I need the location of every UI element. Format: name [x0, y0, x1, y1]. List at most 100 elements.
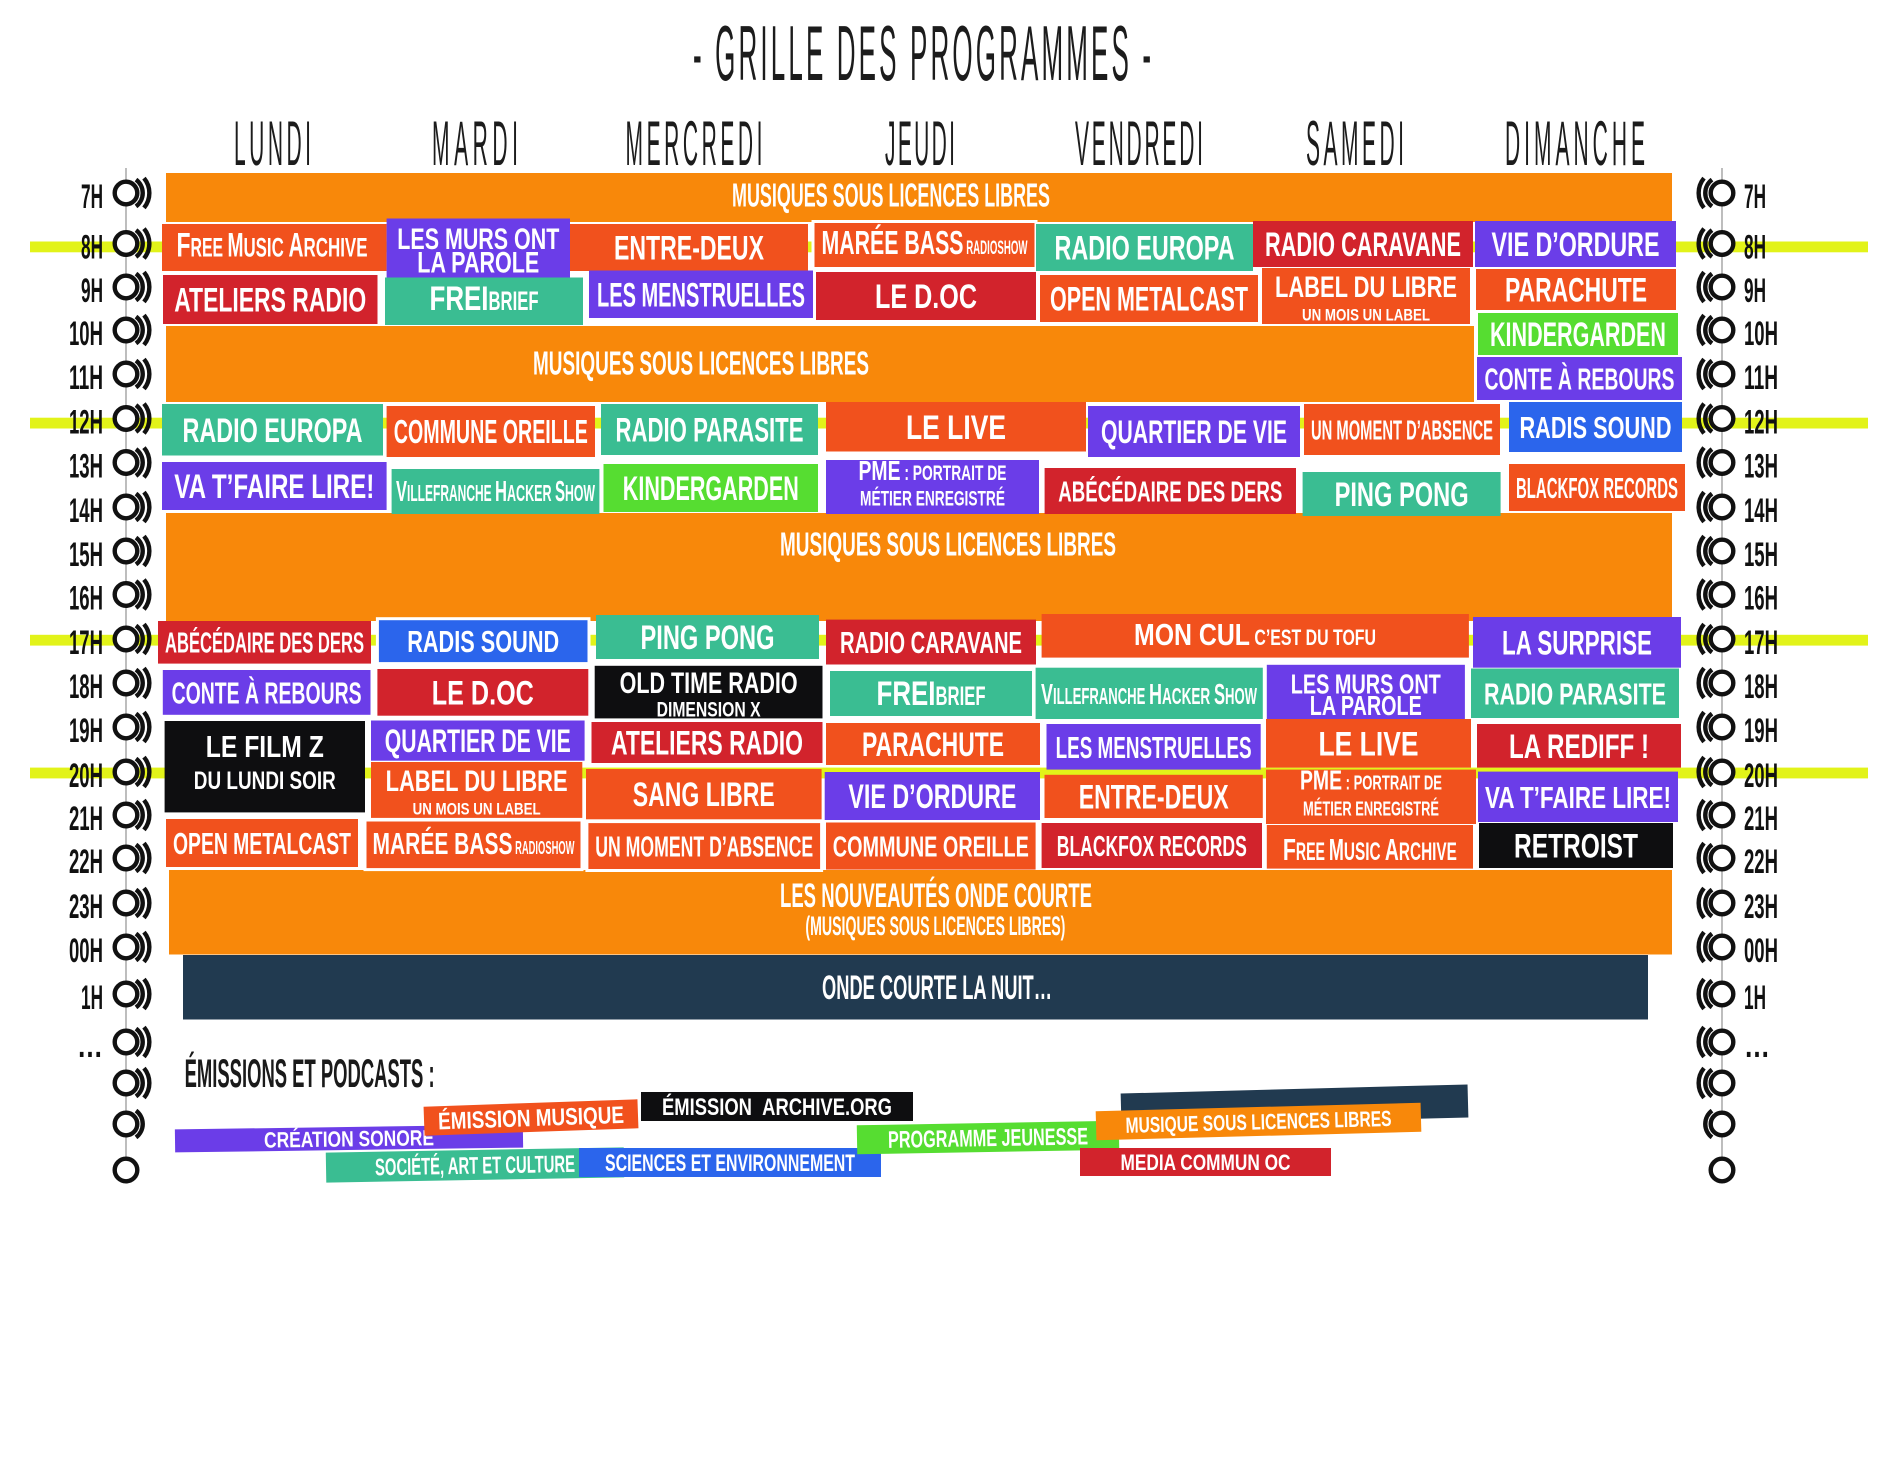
svg-text:FREE MUSIC ARCHIVE: FREE MUSIC ARCHIVE: [1283, 832, 1457, 867]
svg-text:MUSIQUES SOUS LICENCES LIBRES: MUSIQUES SOUS LICENCES LIBRES: [732, 177, 1050, 214]
svg-text:13H: 13H: [1744, 448, 1778, 486]
svg-text:17H: 17H: [1744, 624, 1778, 662]
svg-text:LES MURS ONT: LES MURS ONT: [397, 223, 559, 256]
svg-text:19H: 19H: [69, 712, 103, 750]
svg-text:ÉMISSION MUSIQUE: ÉMISSION MUSIQUE: [438, 1101, 625, 1135]
svg-text:7H: 7H: [81, 178, 103, 216]
svg-text:11H: 11H: [1744, 359, 1778, 397]
svg-text:16H: 16H: [1744, 580, 1778, 618]
svg-text:RADIS SOUND: RADIS SOUND: [407, 624, 559, 659]
svg-text:RADIO PARASITE: RADIO PARASITE: [1484, 676, 1666, 711]
svg-text:RADIO EUROPA: RADIO EUROPA: [183, 412, 363, 450]
svg-text:21H: 21H: [69, 800, 103, 838]
svg-text:18H: 18H: [1744, 668, 1778, 706]
svg-text:VIE D’ORDURE: VIE D’ORDURE: [848, 778, 1016, 816]
svg-text:UN MOIS UN LABEL: UN MOIS UN LABEL: [413, 799, 541, 818]
svg-text:MARÉE BASS RADIOSHOW: MARÉE BASS RADIOSHOW: [373, 826, 575, 861]
svg-text:20H: 20H: [1744, 757, 1778, 795]
svg-text:22H: 22H: [69, 843, 103, 881]
svg-text:RADIS SOUND: RADIS SOUND: [1520, 410, 1672, 445]
svg-text:RADIO PARASITE: RADIO PARASITE: [616, 412, 804, 450]
svg-text:17H: 17H: [69, 624, 103, 662]
svg-text:…: …: [1744, 1027, 1770, 1065]
svg-text:- GRILLE DES PROGRAMMES -: - GRILLE DES PROGRAMMES -: [693, 10, 1151, 97]
svg-text:PME : PORTRAIT DE: PME : PORTRAIT DE: [859, 455, 1007, 486]
svg-text:LA REDIFF !: LA REDIFF !: [1509, 728, 1649, 766]
svg-text:MUSIQUES SOUS LICENCES LIBRES: MUSIQUES SOUS LICENCES LIBRES: [780, 526, 1116, 563]
svg-text:BLACKFOX RECORDS: BLACKFOX RECORDS: [1516, 473, 1678, 505]
svg-text:UN MOIS UN LABEL: UN MOIS UN LABEL: [1302, 305, 1430, 324]
svg-text:8H: 8H: [81, 229, 103, 267]
svg-text:14H: 14H: [69, 492, 103, 530]
svg-text:MEDIA COMMUN OC: MEDIA COMMUN OC: [1121, 1150, 1291, 1175]
svg-text:VENDREDI: VENDREDI: [1075, 107, 1203, 178]
svg-text:9H: 9H: [1744, 272, 1766, 310]
svg-text:OPEN METALCAST: OPEN METALCAST: [173, 826, 351, 861]
svg-text:UN MOMENT D’ABSENCE: UN MOMENT D’ABSENCE: [595, 831, 813, 863]
svg-text:1H: 1H: [1744, 979, 1766, 1017]
svg-text:00H: 00H: [1744, 932, 1778, 970]
svg-text:ONDE COURTE LA NUIT…: ONDE COURTE LA NUIT…: [822, 969, 1052, 1007]
svg-text:COMMUNE OREILLE: COMMUNE OREILLE: [394, 413, 588, 450]
svg-text:20H: 20H: [69, 757, 103, 795]
svg-text:PING PONG: PING PONG: [641, 619, 775, 657]
svg-text:12H: 12H: [1744, 404, 1778, 442]
svg-text:VILLEFRANCHE HACKER SHOW: VILLEFRANCHE HACKER SHOW: [1041, 679, 1257, 711]
svg-text:SOCIÉTÉ, ART ET CULTURE: SOCIÉTÉ, ART ET CULTURE: [375, 1150, 575, 1181]
svg-text:11H: 11H: [69, 359, 103, 397]
svg-text:RADIO CARAVANE: RADIO CARAVANE: [1265, 226, 1461, 264]
svg-text:OLD TIME RADIO: OLD TIME RADIO: [620, 667, 798, 700]
svg-text:KINDERGARDEN: KINDERGARDEN: [1490, 316, 1666, 354]
svg-text:9H: 9H: [81, 272, 103, 310]
svg-text:DU LUNDI SOIR: DU LUNDI SOIR: [194, 767, 336, 795]
svg-text:18H: 18H: [69, 668, 103, 706]
svg-text:ENTRE-DEUX: ENTRE-DEUX: [1079, 779, 1229, 817]
svg-text:7H: 7H: [1744, 178, 1766, 216]
svg-text:VIE D’ORDURE: VIE D’ORDURE: [1492, 226, 1660, 264]
svg-text:ENTRE-DEUX: ENTRE-DEUX: [614, 230, 764, 268]
svg-text:ATELIERS RADIO: ATELIERS RADIO: [174, 282, 366, 320]
svg-text:RADIO EUROPA: RADIO EUROPA: [1055, 230, 1235, 268]
svg-text:12H: 12H: [69, 404, 103, 442]
svg-text:LE FILM Z: LE FILM Z: [206, 729, 324, 764]
svg-text:UN MOMENT D’ABSENCE: UN MOMENT D’ABSENCE: [1311, 414, 1493, 445]
svg-text:10H: 10H: [69, 315, 103, 353]
svg-text:FREIBRIEF: FREIBRIEF: [430, 280, 539, 318]
svg-text:MON CUL C’EST DU TOFU: MON CUL C’EST DU TOFU: [1134, 617, 1376, 652]
svg-text:PARACHUTE: PARACHUTE: [1505, 272, 1647, 310]
svg-text:MERCREDI: MERCREDI: [626, 107, 763, 178]
svg-text:SANG LIBRE: SANG LIBRE: [633, 776, 775, 814]
svg-text:15H: 15H: [1744, 536, 1778, 574]
svg-text:23H: 23H: [69, 888, 103, 926]
svg-text:LE D.OC: LE D.OC: [432, 674, 534, 712]
svg-text:ATELIERS RADIO: ATELIERS RADIO: [611, 725, 803, 763]
svg-text:LES MURS ONT: LES MURS ONT: [1291, 668, 1441, 699]
svg-text:COMMUNE OREILLE: COMMUNE OREILLE: [833, 831, 1029, 863]
svg-text:(MUSIQUES SOUS LICENCES LIBRES: (MUSIQUES SOUS LICENCES LIBRES): [805, 911, 1065, 941]
svg-text:PROGRAMME JEUNESSE: PROGRAMME JEUNESSE: [888, 1123, 1088, 1153]
svg-text:LABEL DU LIBRE: LABEL DU LIBRE: [386, 765, 568, 798]
svg-text:LA SURPRISE: LA SURPRISE: [1502, 624, 1652, 662]
svg-text:SCIENCES ET ENVIRONNEMENT: SCIENCES ET ENVIRONNEMENT: [605, 1150, 855, 1177]
svg-text:8H: 8H: [1744, 229, 1766, 267]
svg-text:19H: 19H: [1744, 712, 1778, 750]
svg-text:LUNDI: LUNDI: [234, 107, 311, 178]
svg-text:LE LIVE: LE LIVE: [906, 409, 1006, 447]
svg-text:PING PONG: PING PONG: [1335, 476, 1469, 514]
svg-text:VA T’FAIRE LIRE!: VA T’FAIRE LIRE!: [1485, 780, 1671, 815]
svg-text:ABÉCÉDAIRE DES DERS: ABÉCÉDAIRE DES DERS: [165, 626, 364, 660]
svg-text:PARACHUTE: PARACHUTE: [862, 726, 1004, 764]
svg-text:22H: 22H: [1744, 843, 1778, 881]
svg-text:MUSIQUES SOUS LICENCES LIBRES: MUSIQUES SOUS LICENCES LIBRES: [533, 345, 869, 382]
svg-text:FREIBRIEF: FREIBRIEF: [877, 675, 986, 713]
svg-text:MÉTIER ENREGISTRÉ: MÉTIER ENREGISTRÉ: [860, 486, 1005, 511]
svg-text:DIMENSION X: DIMENSION X: [657, 699, 761, 722]
svg-text:DIMANCHE: DIMANCHE: [1505, 107, 1645, 178]
svg-text:FREE MUSIC ARCHIVE: FREE MUSIC ARCHIVE: [177, 227, 368, 265]
svg-text:ABÉCÉDAIRE DES DERS: ABÉCÉDAIRE DES DERS: [1058, 474, 1282, 508]
svg-text:MARÉE BASS RADIOSHOW: MARÉE BASS RADIOSHOW: [822, 224, 1028, 261]
svg-text:CONTE À REBOURS: CONTE À REBOURS: [172, 675, 362, 710]
svg-text:LES MENSTRUELLES: LES MENSTRUELLES: [1056, 730, 1252, 765]
svg-text:RETROIST: RETROIST: [1514, 828, 1638, 866]
svg-text:21H: 21H: [1744, 800, 1778, 838]
